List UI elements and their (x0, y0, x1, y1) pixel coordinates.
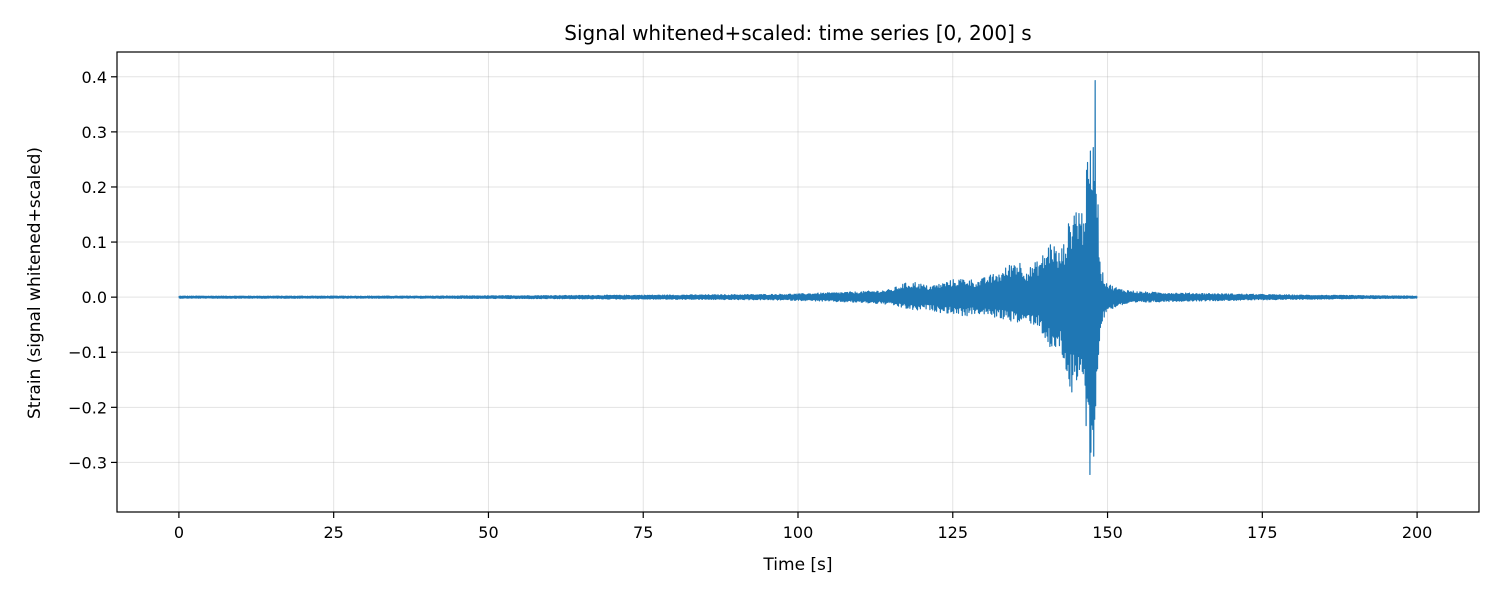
plot-series (178, 80, 1418, 476)
y-tick-label: −0.1 (68, 343, 107, 362)
y-tick-label: 0.1 (82, 233, 107, 252)
x-tick-label: 0 (174, 523, 184, 542)
x-tick-label: 100 (783, 523, 814, 542)
y-axis-label: Strain (signal whitened+scaled) (25, 147, 45, 419)
x-tick-label: 200 (1402, 523, 1433, 542)
x-tick-label: 150 (1092, 523, 1123, 542)
x-tick-label: 175 (1247, 523, 1278, 542)
x-axis-ticks: 0 25 50 75 100 125 150 175 200 (174, 512, 1433, 542)
y-tick-label: −0.3 (68, 453, 107, 472)
y-tick-label: 0.4 (82, 68, 107, 87)
chart-title: Signal whitened+scaled: time series [0, … (564, 21, 1031, 45)
y-axis-ticks: 0.4 0.3 0.2 0.1 0.0 −0.1 −0.2 −0.3 (68, 68, 117, 472)
x-tick-label: 75 (633, 523, 653, 542)
y-tick-label: 0.3 (82, 123, 107, 142)
x-axis-label: Time [s] (762, 555, 832, 575)
x-tick-label: 50 (478, 523, 498, 542)
y-tick-label: 0.2 (82, 178, 107, 197)
x-tick-label: 125 (937, 523, 968, 542)
y-tick-label: 0.0 (82, 288, 107, 307)
x-tick-label: 25 (324, 523, 344, 542)
signal-line (178, 80, 1418, 476)
y-tick-label: −0.2 (68, 398, 107, 417)
